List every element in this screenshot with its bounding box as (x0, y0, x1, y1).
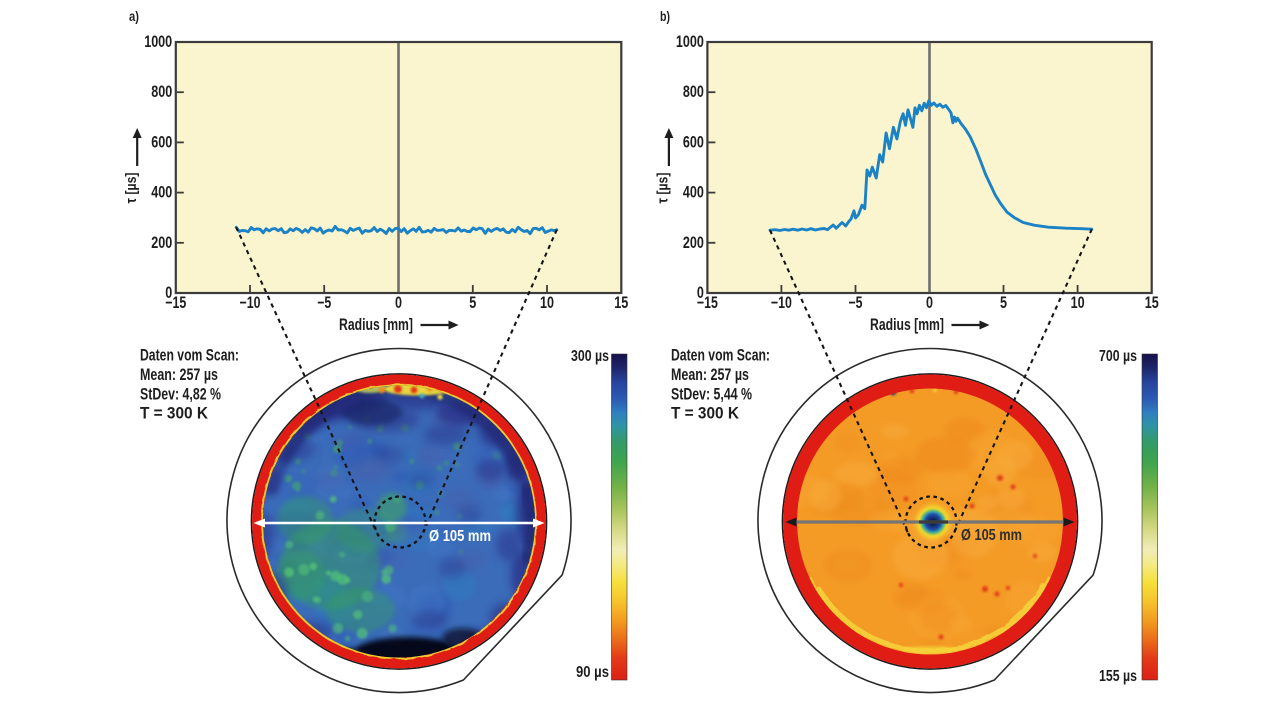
svg-text:−5: −5 (317, 294, 331, 312)
svg-text:5: 5 (1000, 294, 1007, 312)
svg-text:Radius [mm]: Radius [mm] (870, 316, 944, 334)
svg-text:Ø 105 mm: Ø 105 mm (429, 528, 491, 545)
svg-text:Ø 105 mm: Ø 105 mm (961, 527, 1022, 544)
svg-text:600: 600 (683, 133, 704, 151)
svg-text:0: 0 (926, 294, 933, 312)
svg-text:−10: −10 (240, 294, 261, 312)
svg-text:5: 5 (469, 294, 476, 312)
svg-text:90 µs: 90 µs (576, 664, 609, 681)
svg-text:200: 200 (683, 234, 704, 252)
svg-text:StDev: 4,82 %: StDev: 4,82 % (140, 384, 221, 403)
svg-text:−5: −5 (849, 294, 863, 312)
svg-text:T = 300 K: T = 300 K (140, 404, 209, 423)
svg-text:300 µs: 300 µs (571, 348, 609, 365)
svg-text:τ [µs]: τ [µs] (654, 173, 671, 204)
svg-text:StDev: 5,44 %: StDev: 5,44 % (671, 384, 752, 403)
svg-text:10: 10 (540, 294, 554, 312)
svg-text:700 µs: 700 µs (1099, 348, 1137, 365)
svg-text:155 µs: 155 µs (1099, 668, 1137, 685)
svg-text:−15: −15 (165, 294, 186, 312)
svg-text:800: 800 (151, 83, 172, 101)
svg-text:Mean: 257 µs: Mean: 257 µs (140, 365, 218, 384)
svg-text:Daten vom Scan:: Daten vom Scan: (671, 346, 770, 365)
svg-text:a): a) (129, 9, 139, 24)
svg-text:τ [µs]: τ [µs] (123, 173, 140, 204)
svg-text:0: 0 (395, 294, 402, 312)
svg-text:Daten vom Scan:: Daten vom Scan: (140, 346, 239, 365)
svg-text:b): b) (660, 9, 670, 24)
svg-text:−15: −15 (697, 294, 718, 312)
svg-text:1000: 1000 (144, 33, 172, 51)
svg-text:400: 400 (683, 184, 704, 202)
svg-text:−10: −10 (771, 294, 792, 312)
svg-text:400: 400 (151, 184, 172, 202)
svg-text:0: 0 (697, 284, 704, 302)
svg-text:0: 0 (165, 284, 172, 302)
svg-text:10: 10 (1071, 294, 1085, 312)
svg-text:Mean: 257 µs: Mean: 257 µs (671, 365, 749, 384)
svg-text:Radius [mm]: Radius [mm] (339, 316, 413, 334)
svg-text:15: 15 (614, 294, 628, 312)
svg-text:200: 200 (151, 234, 172, 252)
svg-text:600: 600 (151, 133, 172, 151)
svg-text:800: 800 (683, 83, 704, 101)
svg-text:T = 300 K: T = 300 K (671, 404, 740, 423)
svg-text:15: 15 (1145, 294, 1159, 312)
svg-text:1000: 1000 (676, 33, 704, 51)
